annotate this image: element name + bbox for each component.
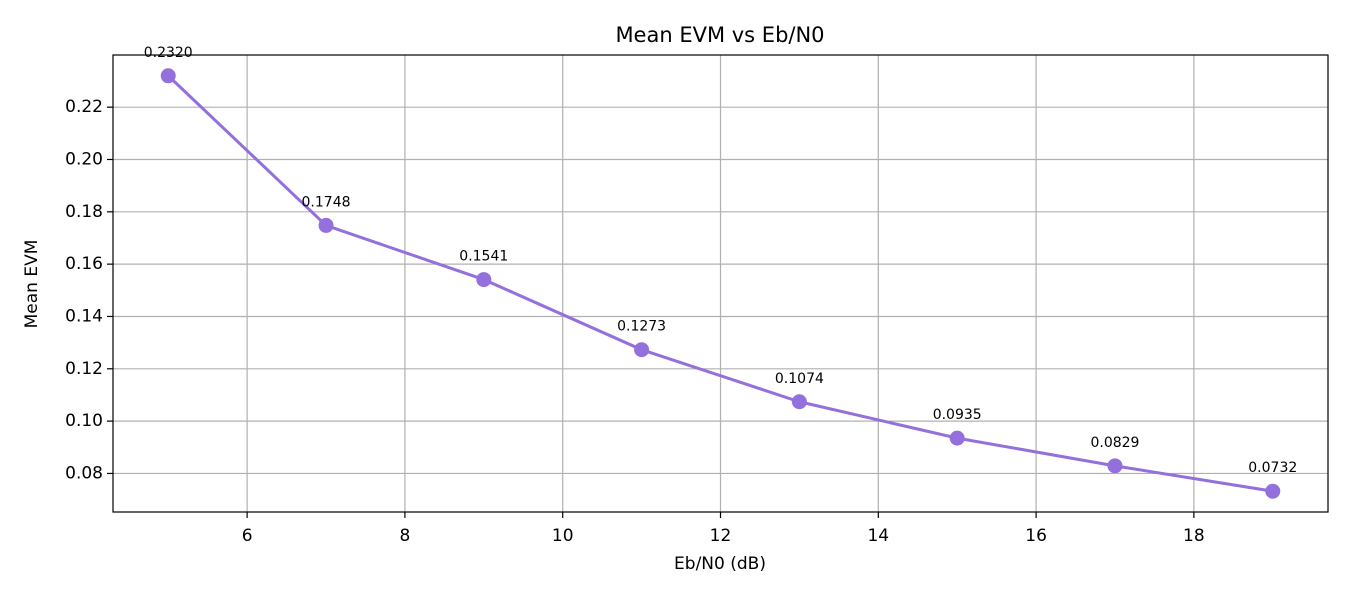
y-tick-label: 0.20 [65,149,103,169]
point [476,272,492,288]
y-tick-label: 0.16 [65,254,103,274]
value-label: 0.1074 [775,371,824,387]
point [1107,458,1123,474]
value-label: 0.2320 [144,45,193,61]
y-tick-label: 0.14 [65,306,103,326]
x-tick-label: 8 [400,526,411,546]
x-tick-label: 16 [1025,526,1047,546]
chart-title: Mean EVM vs Eb/N0 [615,23,824,47]
x-tick-label: 14 [867,526,889,546]
x-tick-label: 12 [710,526,732,546]
x-tick-label: 10 [552,526,574,546]
y-tick-label: 0.22 [65,97,103,117]
y-tick-label: 0.10 [65,411,103,431]
x-tick-label: 6 [242,526,253,546]
point [791,394,807,410]
x-axis-label: Eb/N0 (dB) [674,554,766,574]
y-tick-label: 0.12 [65,359,103,379]
point [1265,483,1281,499]
value-label: 0.1273 [617,319,666,335]
y-tick-label: 0.08 [65,463,103,483]
value-label: 0.1541 [459,249,508,265]
value-label: 0.1748 [302,194,351,210]
value-label: 0.0732 [1248,460,1297,476]
point [634,342,650,358]
value-label: 0.0935 [933,407,982,423]
point [160,68,176,84]
point [949,430,965,446]
y-tick-label: 0.18 [65,202,103,222]
x-tick-label: 18 [1183,526,1205,546]
plot-frame [112,54,1329,513]
y-axis-label: Mean EVM [22,240,42,329]
point [318,217,334,233]
value-label: 0.0829 [1090,435,1139,451]
line [167,74,1274,493]
